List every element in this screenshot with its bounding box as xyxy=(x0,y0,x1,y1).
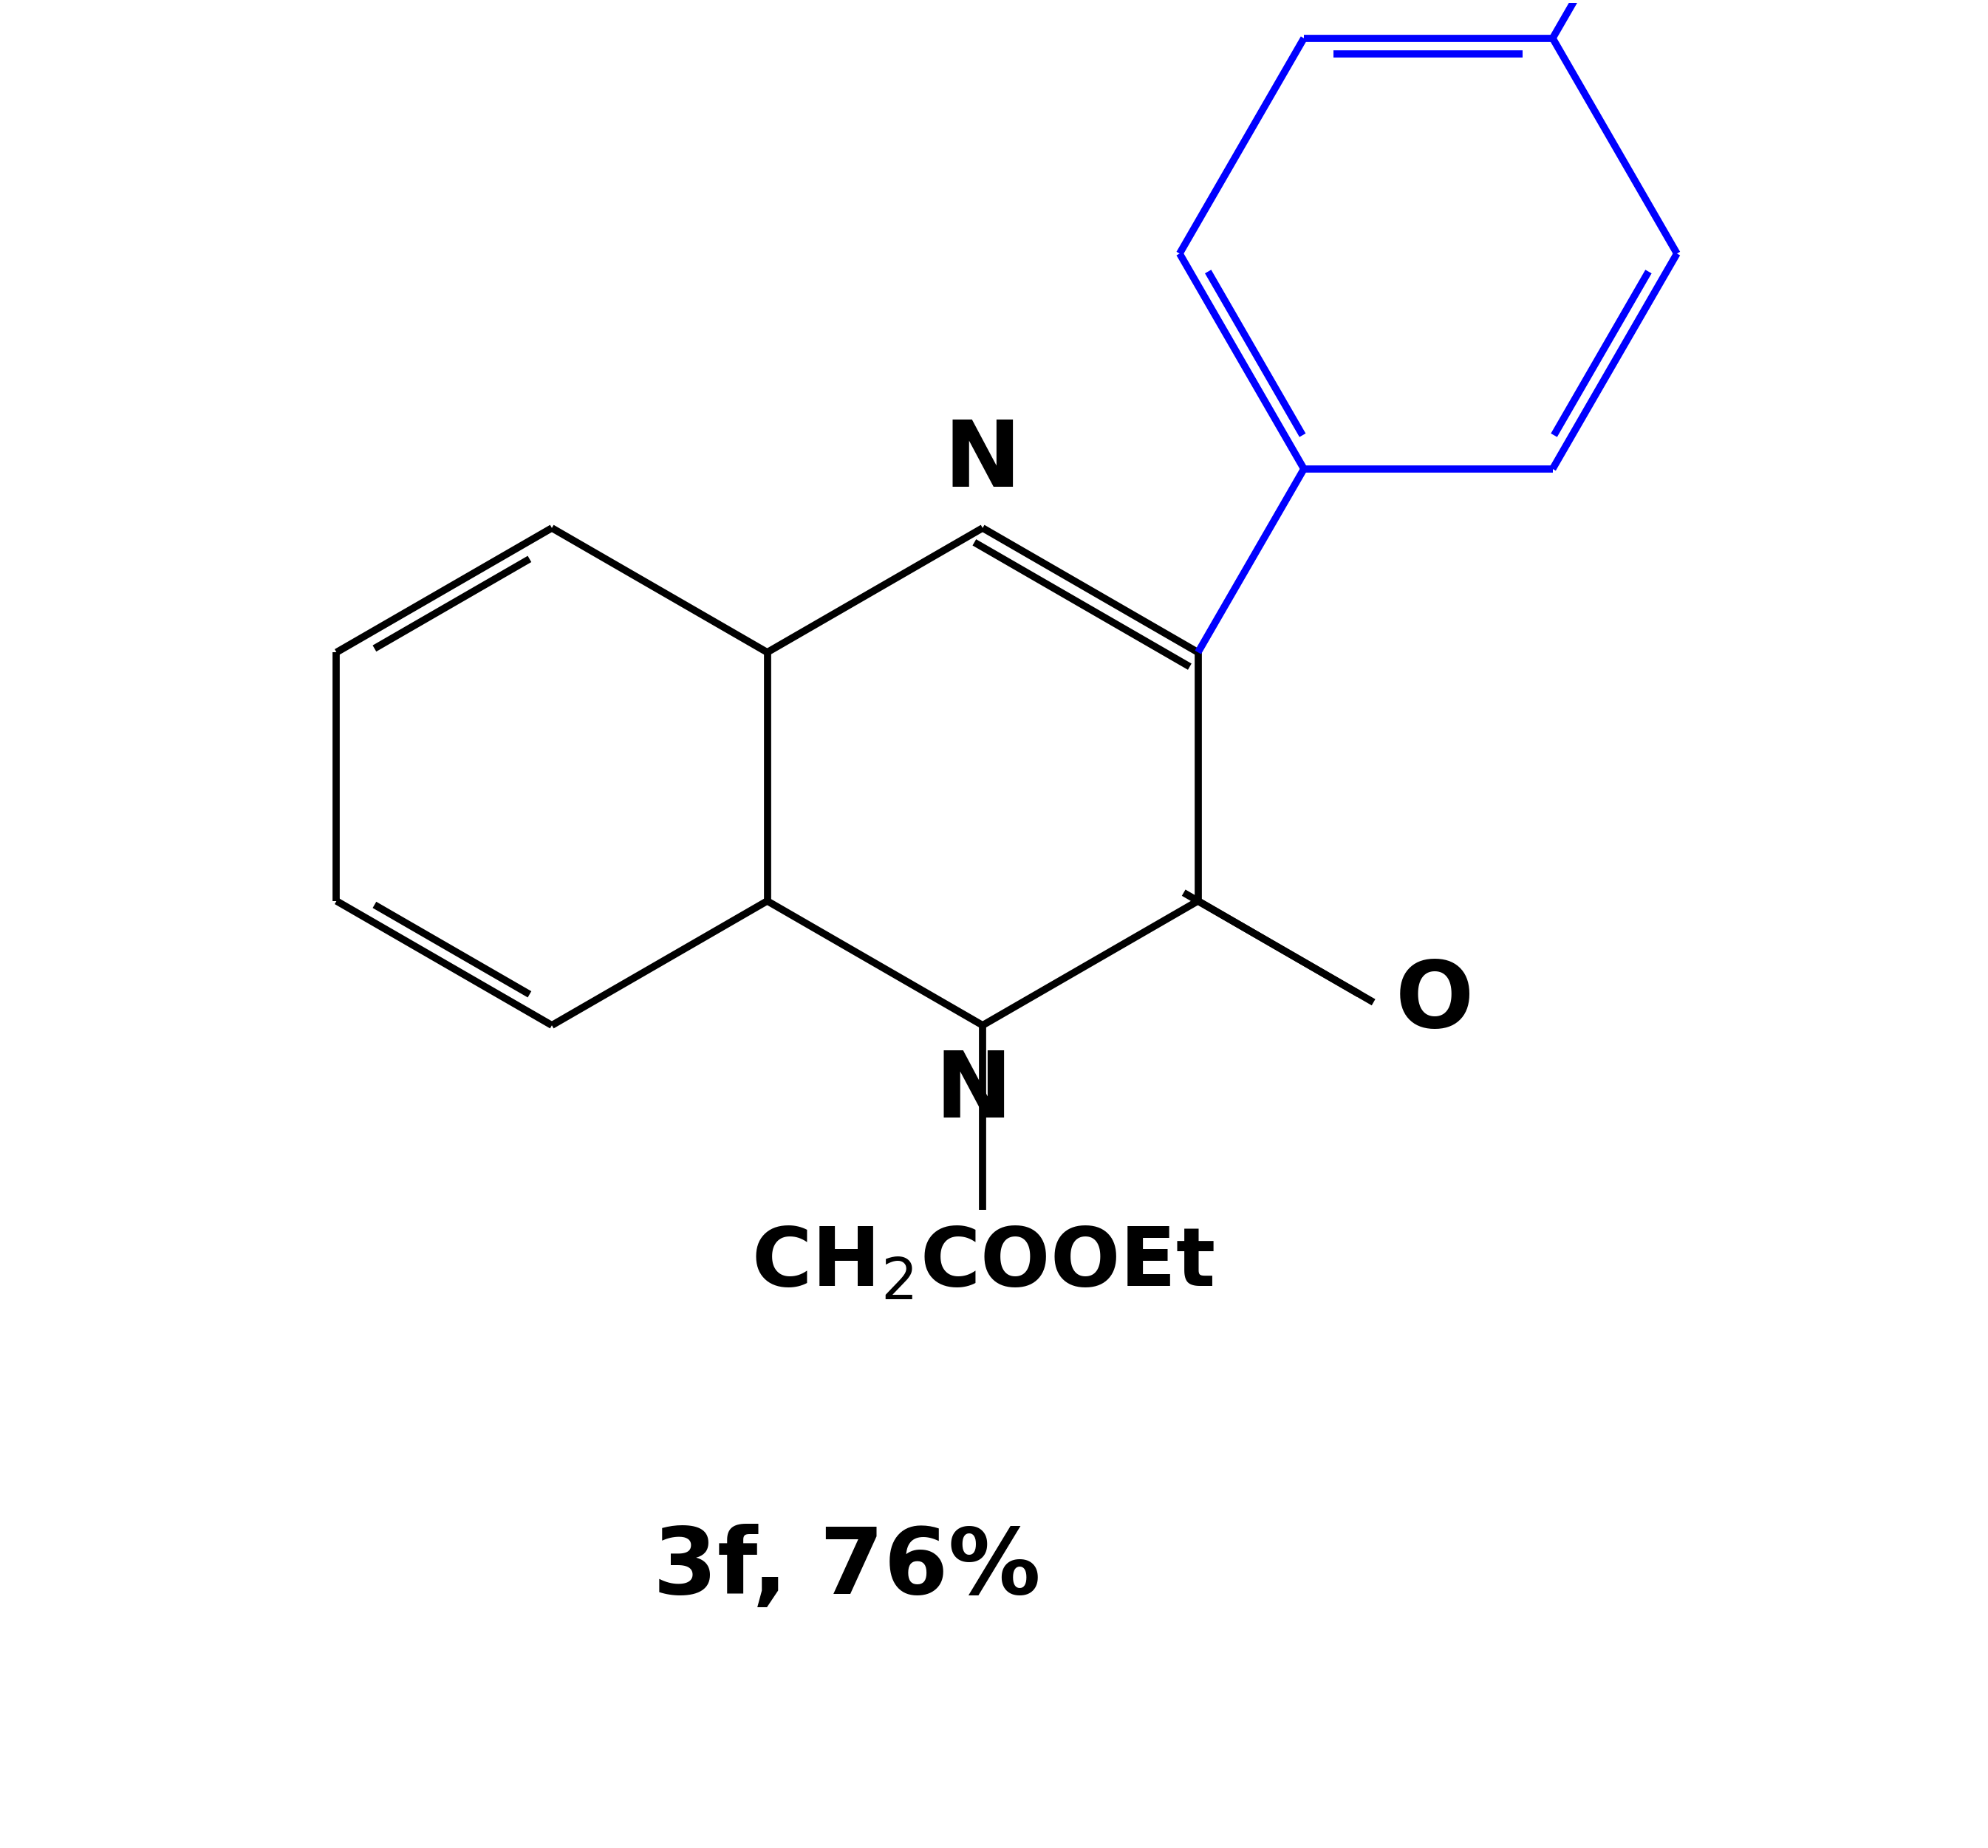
Text: O: O xyxy=(1396,957,1475,1048)
Text: 3f, 76%: 3f, 76% xyxy=(652,1525,1040,1613)
Text: CH$_2$COOEt: CH$_2$COOEt xyxy=(751,1223,1215,1303)
Text: N: N xyxy=(934,1048,1012,1137)
Text: N: N xyxy=(944,416,1022,506)
